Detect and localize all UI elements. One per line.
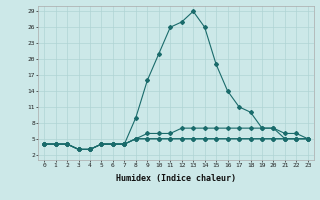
X-axis label: Humidex (Indice chaleur): Humidex (Indice chaleur) <box>116 174 236 183</box>
